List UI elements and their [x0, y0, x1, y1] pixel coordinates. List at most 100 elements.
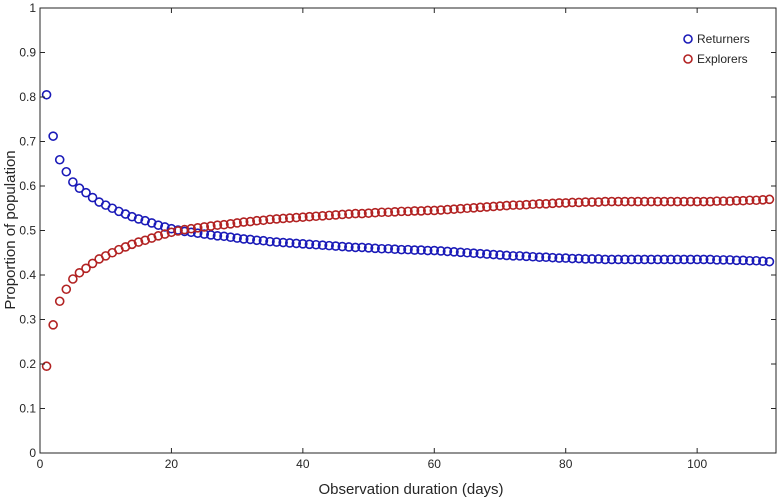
data-point-explorers [731, 195, 742, 206]
data-point-returners [133, 214, 144, 224]
data-point-explorers [74, 267, 85, 278]
data-point-returners [311, 239, 321, 250]
data-point-returners [357, 242, 367, 253]
legend: Returners Explorers [683, 32, 750, 66]
data-point-explorers [370, 207, 380, 218]
data-point-explorers [449, 204, 459, 214]
data-point-explorers [541, 199, 551, 209]
data-point-explorers [620, 196, 630, 207]
series-explorers [41, 194, 775, 372]
data-point-explorers [718, 196, 729, 206]
data-point-returners [672, 254, 683, 265]
data-point-explorers [436, 205, 446, 215]
data-point-explorers [304, 211, 315, 222]
data-point-explorers [705, 196, 716, 207]
data-point-returners [725, 255, 735, 265]
data-point-explorers [81, 263, 91, 274]
data-point-explorers [422, 205, 433, 216]
data-point-returners [206, 230, 216, 240]
data-point-explorers [672, 196, 683, 207]
data-point-returners [199, 229, 210, 239]
data-point-explorers [41, 361, 52, 372]
data-point-returners [416, 245, 426, 255]
data-point-returners [219, 231, 229, 242]
data-point-returners [666, 254, 676, 265]
data-point-returners [232, 233, 242, 243]
data-point-returners [580, 254, 591, 264]
y-tick-label: 0 [29, 446, 36, 460]
data-point-explorers [265, 214, 275, 225]
data-point-returners [317, 240, 328, 250]
data-point-explorers [698, 196, 709, 207]
data-point-explorers [639, 196, 650, 207]
data-point-explorers [416, 206, 426, 216]
data-point-explorers [173, 226, 183, 236]
data-point-returners [501, 250, 512, 261]
data-point-explorers [403, 206, 413, 217]
y-tick-label: 0.6 [19, 179, 36, 193]
x-tick-label: 20 [165, 457, 179, 471]
data-point-returners [659, 254, 670, 265]
data-point-returners [751, 255, 762, 266]
series-returners [41, 89, 775, 267]
x-axis-label: Observation duration (days) [318, 481, 503, 498]
y-tick-label: 0.8 [19, 90, 36, 104]
data-point-returners [304, 239, 315, 250]
data-point-returners [212, 231, 223, 241]
data-point-explorers [337, 209, 348, 220]
data-point-returners [462, 247, 472, 258]
data-point-explorers [593, 197, 604, 207]
data-point-explorers [324, 210, 334, 221]
data-point-explorers [475, 202, 486, 213]
data-point-returners [495, 250, 505, 260]
data-point-explorers [567, 197, 578, 208]
data-point-explorers [560, 198, 571, 208]
data-point-explorers [271, 214, 282, 224]
data-point-returners [554, 253, 564, 263]
data-point-returners [633, 254, 643, 265]
data-point-explorers [679, 196, 689, 207]
data-point-returners [160, 222, 170, 232]
data-point-returners [698, 254, 709, 265]
data-point-returners [422, 245, 433, 256]
data-point-explorers [219, 219, 229, 230]
data-point-returners [324, 240, 334, 251]
y-tick-label: 0.3 [19, 313, 36, 327]
x-tick-label: 100 [687, 457, 707, 471]
data-point-returners [712, 255, 722, 265]
data-point-explorers [758, 194, 768, 205]
data-point-explorers [153, 231, 164, 241]
data-point-returners [744, 255, 755, 266]
data-point-returners [284, 238, 295, 248]
data-point-explorers [160, 229, 170, 239]
data-point-explorers [482, 202, 492, 212]
data-point-explorers [633, 196, 643, 207]
data-point-explorers [390, 207, 400, 217]
data-point-returners [679, 254, 689, 265]
data-point-explorers [528, 199, 538, 210]
data-point-returners [758, 256, 768, 267]
y-tick-label: 0.7 [19, 135, 36, 149]
data-point-returners [337, 241, 348, 252]
data-point-explorers [199, 222, 210, 232]
data-point-explorers [646, 196, 656, 207]
data-point-explorers [712, 196, 722, 206]
data-point-returners [74, 183, 85, 194]
data-point-explorers [600, 196, 610, 207]
data-point-returners [528, 251, 538, 262]
data-point-returners [620, 254, 630, 265]
data-point-returners [81, 187, 91, 198]
data-point-returners [521, 251, 532, 262]
data-point-returners [652, 254, 663, 265]
data-point-returners [87, 192, 98, 203]
data-point-returners [475, 248, 486, 259]
data-point-returners [192, 228, 203, 238]
data-point-returners [738, 255, 748, 266]
data-point-explorers [212, 220, 223, 230]
data-point-returners [252, 235, 262, 246]
ticks-layer: 0 0.1 0.2 0.3 0.4 0.5 0.6 0.7 0.8 0.9 1 0 20 40 60 80 10… [19, 1, 776, 471]
legend-marker-explorers [683, 54, 693, 64]
data-point-explorers [659, 196, 670, 207]
